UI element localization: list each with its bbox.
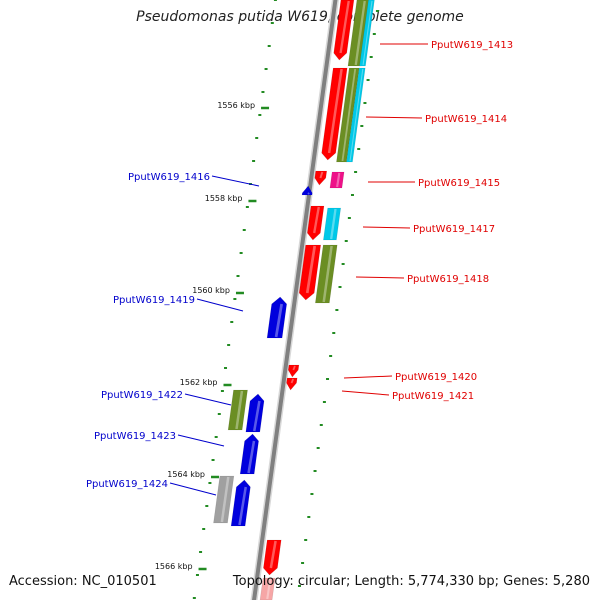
gene-1413-arrow[interactable] (333, 0, 355, 61)
gene-1424-arrow[interactable] (230, 479, 251, 527)
pputw619-1424-label[interactable]: PputW619_1424 (86, 479, 168, 490)
gene-1422-blast-shade (235, 390, 244, 430)
gene-1415-blast[interactable] (329, 171, 345, 189)
scale-label: 1556 kbp (217, 101, 255, 110)
gene-1422-arrow[interactable] (245, 393, 265, 433)
pputw619-1421-label[interactable]: PputW619_1421 (392, 391, 474, 402)
gene-1420-arrow-shade (292, 365, 296, 371)
pputw619-1415-label[interactable]: PputW619_1415 (418, 178, 500, 189)
gene-1414-blast-olive-shade (341, 68, 357, 162)
gene-1414-blast-cyan[interactable] (346, 67, 366, 163)
pputw619-1419-leader (196, 298, 244, 312)
gene-1420-arrow[interactable] (287, 364, 300, 378)
gene-1414-arrow[interactable] (321, 67, 348, 161)
gene-1417-blast-shade (330, 208, 337, 240)
gene-1416-arrow-shade (307, 192, 310, 195)
gene-red-lower-arrow[interactable] (263, 539, 282, 576)
gene-1413-blast-cyan[interactable] (359, 0, 375, 67)
gene-1418-arrow-shade (305, 245, 317, 294)
gene-red-lower-arrow-shade (269, 540, 277, 569)
scale-label: 1558 kbp (205, 194, 243, 203)
gene-1422-arrow-shade (253, 400, 261, 432)
pputw619-1422-leader (184, 393, 232, 406)
gene-1413-blast-cyan-shade (362, 0, 373, 66)
gene-1418-blast-shade (322, 245, 333, 303)
pputw619-1417-leader (362, 226, 411, 229)
gene-1415-arrow[interactable] (314, 170, 328, 186)
gene-1414-blast-cyan-shade (349, 68, 364, 162)
pputw619-1421-leader (341, 390, 390, 396)
gene-red-lower-tail[interactable] (259, 577, 276, 600)
accession-text: Accession: NC_010501 (9, 574, 157, 589)
gene-1418-blast[interactable] (314, 244, 338, 304)
gene-1423-arrow-shade (247, 440, 256, 474)
gene-1413-blast-olive-shade (354, 0, 366, 66)
gene-1422-blast[interactable] (227, 389, 248, 431)
pputw619-1417-label[interactable]: PputW619_1417 (413, 224, 495, 235)
gene-1419-arrow-shade (274, 303, 283, 338)
gene-1417-arrow[interactable] (307, 205, 325, 241)
gene-1417-blast[interactable] (323, 207, 342, 241)
scale-label: 1566 kbp (155, 562, 193, 571)
pputw619-1423-label[interactable]: PputW619_1423 (94, 431, 176, 442)
pputw619-1416-leader (211, 175, 260, 187)
gene-red-lower-tail-shade (266, 578, 272, 600)
gene-1424-blast[interactable] (213, 475, 235, 524)
pputw619-1423-leader (177, 434, 225, 447)
gene-1423-arrow[interactable] (239, 433, 259, 475)
scale-label: 1562 kbp (180, 378, 218, 387)
topology-text: Topology: circular; Length: 5,774,330 bp… (232, 574, 590, 589)
gene-1421-arrow[interactable] (286, 377, 298, 391)
pputw619-1413-label[interactable]: PputW619_1413 (431, 40, 513, 51)
gene-1421-arrow-shade (290, 378, 295, 384)
scale-label: 1564 kbp (167, 470, 205, 479)
gene-1424-arrow-shade (238, 486, 247, 526)
pputw619-1419-label[interactable]: PputW619_1419 (113, 295, 195, 306)
pputw619-1422-label[interactable]: PputW619_1422 (101, 390, 183, 401)
pputw619-1416-label[interactable]: PputW619_1416 (128, 172, 210, 183)
gene-1419-arrow[interactable] (266, 296, 288, 339)
gene-1415-blast-shade (336, 172, 341, 188)
gene-1416-arrow[interactable] (301, 185, 313, 196)
gene-1415-arrow-shade (319, 171, 324, 179)
genome-backbone (252, 0, 338, 600)
pputw619-1414-leader (365, 116, 423, 119)
gene-1417-arrow-shade (313, 206, 320, 234)
pputw619-1418-label[interactable]: PputW619_1418 (407, 274, 489, 285)
map-title: Pseudomonas putida W619, complete genome (136, 9, 464, 25)
pputw619-1418-leader (355, 276, 405, 279)
pputw619-1424-leader (169, 482, 217, 496)
pputw619-1420-leader (343, 375, 393, 379)
gene-1413-arrow-shade (339, 0, 350, 54)
pputw619-1414-label[interactable]: PputW619_1414 (425, 114, 507, 125)
gene-1418-arrow[interactable] (298, 244, 322, 301)
gene-1424-blast-shade (220, 476, 230, 523)
pputw619-1420-label[interactable]: PputW619_1420 (395, 372, 477, 383)
scale-label: 1560 kbp (192, 286, 230, 295)
gene-1414-arrow-shade (327, 68, 343, 154)
